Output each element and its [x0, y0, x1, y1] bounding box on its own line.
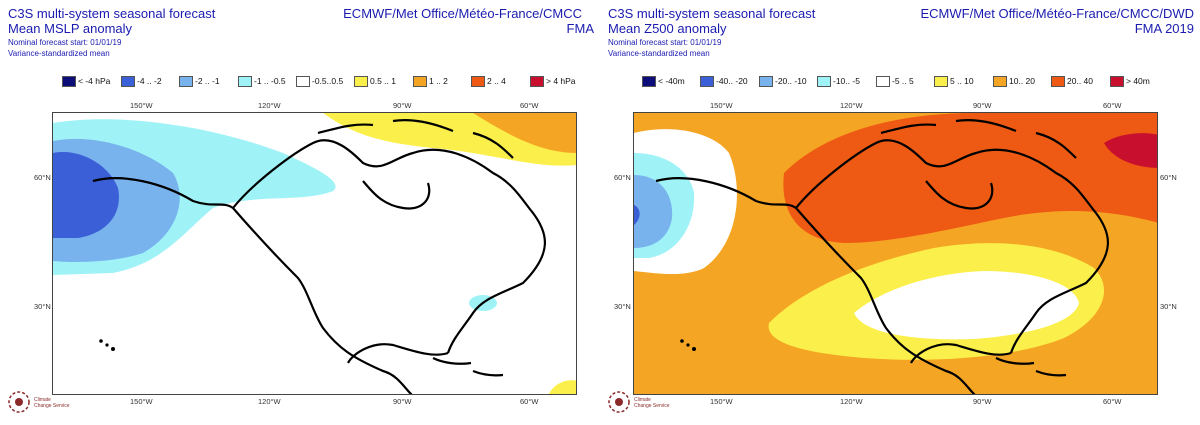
forecast-start: Nominal forecast start: 01/01/19	[8, 38, 122, 47]
lon-label-bottom: 150°W	[130, 397, 153, 406]
centres-label: ECMWF/Met Office/Météo-France/CMCC	[343, 6, 582, 21]
legend-swatch	[296, 76, 310, 87]
legend-label: -40.. -20	[716, 76, 748, 86]
legend-label: 2 .. 4	[487, 76, 506, 86]
yellow-anomaly-patch	[549, 380, 576, 394]
logo-line2: Change Service	[634, 403, 670, 409]
legend-label: 5 .. 10	[950, 76, 974, 86]
legend-swatch	[1110, 76, 1124, 87]
z500-panel: C3S multi-system seasonal forecast Mean …	[600, 0, 1200, 425]
logo-line2: Change Service	[34, 403, 70, 409]
lat-label: 60°N	[34, 173, 51, 182]
coastlines	[655, 119, 1109, 394]
z500-anomaly-map	[633, 112, 1158, 395]
lat-label: 30°N	[34, 302, 51, 311]
legend-label: 20.. 40	[1067, 76, 1093, 86]
lon-label-top: 120°W	[258, 101, 281, 110]
lon-label-bottom: 120°W	[840, 397, 863, 406]
logo-line1: Climate	[634, 397, 651, 403]
legend-label: -5 .. 5	[892, 76, 914, 86]
legend-swatch	[179, 76, 193, 87]
panel-title: C3S multi-system seasonal forecast	[8, 6, 216, 21]
legend-label: 1 .. 2	[429, 76, 448, 86]
lon-label-top: 60°W	[520, 101, 539, 110]
blue-anomaly-area	[53, 152, 119, 238]
blue-anomaly-area	[634, 205, 640, 225]
lon-label-top: 150°W	[710, 101, 733, 110]
lat-label: 30°N	[614, 302, 631, 311]
legend-swatch	[934, 76, 948, 87]
lon-label-bottom: 120°W	[258, 397, 281, 406]
legend-label: > 40m	[1126, 76, 1150, 86]
coastlines	[92, 119, 546, 394]
lon-label-top: 120°W	[840, 101, 863, 110]
lon-label-bottom: 90°W	[973, 397, 992, 406]
legend-label: -1 .. -0.5	[254, 76, 286, 86]
lon-label-bottom: 60°W	[1103, 397, 1122, 406]
legend-label: < -40m	[658, 76, 685, 86]
lat-label-right: 30°N	[1160, 302, 1177, 311]
method-label: Variance-standardized mean	[8, 49, 110, 58]
legend-swatch	[530, 76, 544, 87]
legend-swatch	[642, 76, 656, 87]
period-label: FMA	[566, 21, 594, 36]
c3s-logo: Climate Change Service	[604, 385, 684, 425]
legend-swatch	[759, 76, 773, 87]
centres-label: ECMWF/Met Office/Météo-France/CMCC/DWD	[920, 6, 1194, 21]
legend-swatch	[413, 76, 427, 87]
climate-logo-icon	[608, 391, 630, 413]
lon-label-top: 90°W	[973, 101, 992, 110]
panel-title: C3S multi-system seasonal forecast	[608, 6, 816, 21]
lat-label-right: 60°N	[1160, 173, 1177, 182]
mslp-anomaly-map	[52, 112, 577, 395]
method-label: Variance-standardized mean	[608, 49, 710, 58]
legend-label: -10.. -5	[833, 76, 860, 86]
legend-label: 10.. 20	[1009, 76, 1035, 86]
legend-swatch	[121, 76, 135, 87]
legend-swatch	[62, 76, 76, 87]
lon-label-bottom: 90°W	[393, 397, 412, 406]
legend-swatch	[1051, 76, 1065, 87]
white-anomaly-area	[854, 271, 1079, 340]
legend-label: -2 .. -1	[195, 76, 220, 86]
legend-swatch	[817, 76, 831, 87]
legend-label: 0.5 .. 1	[370, 76, 396, 86]
period-label: FMA 2019	[1134, 21, 1194, 36]
legend-swatch	[993, 76, 1007, 87]
light-blue-anomaly-area	[634, 175, 673, 248]
logo-line1: Climate	[34, 397, 51, 403]
lon-label-bottom: 60°W	[520, 397, 539, 406]
panel-subtitle: Mean MSLP anomaly	[8, 21, 133, 36]
c3s-logo: Climate Change Service	[4, 385, 84, 425]
legend-swatch	[354, 76, 368, 87]
legend-label: -4 .. -2	[137, 76, 162, 86]
lon-label-bottom: 150°W	[710, 397, 733, 406]
panel-subtitle: Mean Z500 anomaly	[608, 21, 727, 36]
legend-swatch	[238, 76, 252, 87]
legend-swatch	[471, 76, 485, 87]
red-anomaly-area	[1104, 133, 1157, 168]
forecast-start: Nominal forecast start: 01/01/19	[608, 38, 722, 47]
lon-label-top: 60°W	[1103, 101, 1122, 110]
lon-label-top: 90°W	[393, 101, 412, 110]
mslp-panel: C3S multi-system seasonal forecast Mean …	[0, 6, 600, 425]
legend-label: > 4 hPa	[546, 76, 576, 86]
legend-label: -0.5..0.5	[312, 76, 344, 86]
legend-swatch	[700, 76, 714, 87]
colour-legend: < -40m -40.. -20 -20.. -10 -10.. -5 -5 .…	[600, 76, 1200, 92]
legend-swatch	[876, 76, 890, 87]
climate-logo-icon	[8, 391, 30, 413]
legend-label: < -4 hPa	[78, 76, 111, 86]
hawaii-islands	[680, 339, 696, 351]
hawaii-islands	[99, 339, 115, 351]
orange-anomaly-area	[473, 113, 576, 153]
colour-legend: < -4 hPa -4 .. -2 -2 .. -1 -1 .. -0.5 -0…	[0, 76, 600, 92]
legend-label: -20.. -10	[775, 76, 807, 86]
lon-label-top: 150°W	[130, 101, 153, 110]
lat-label: 60°N	[614, 173, 631, 182]
